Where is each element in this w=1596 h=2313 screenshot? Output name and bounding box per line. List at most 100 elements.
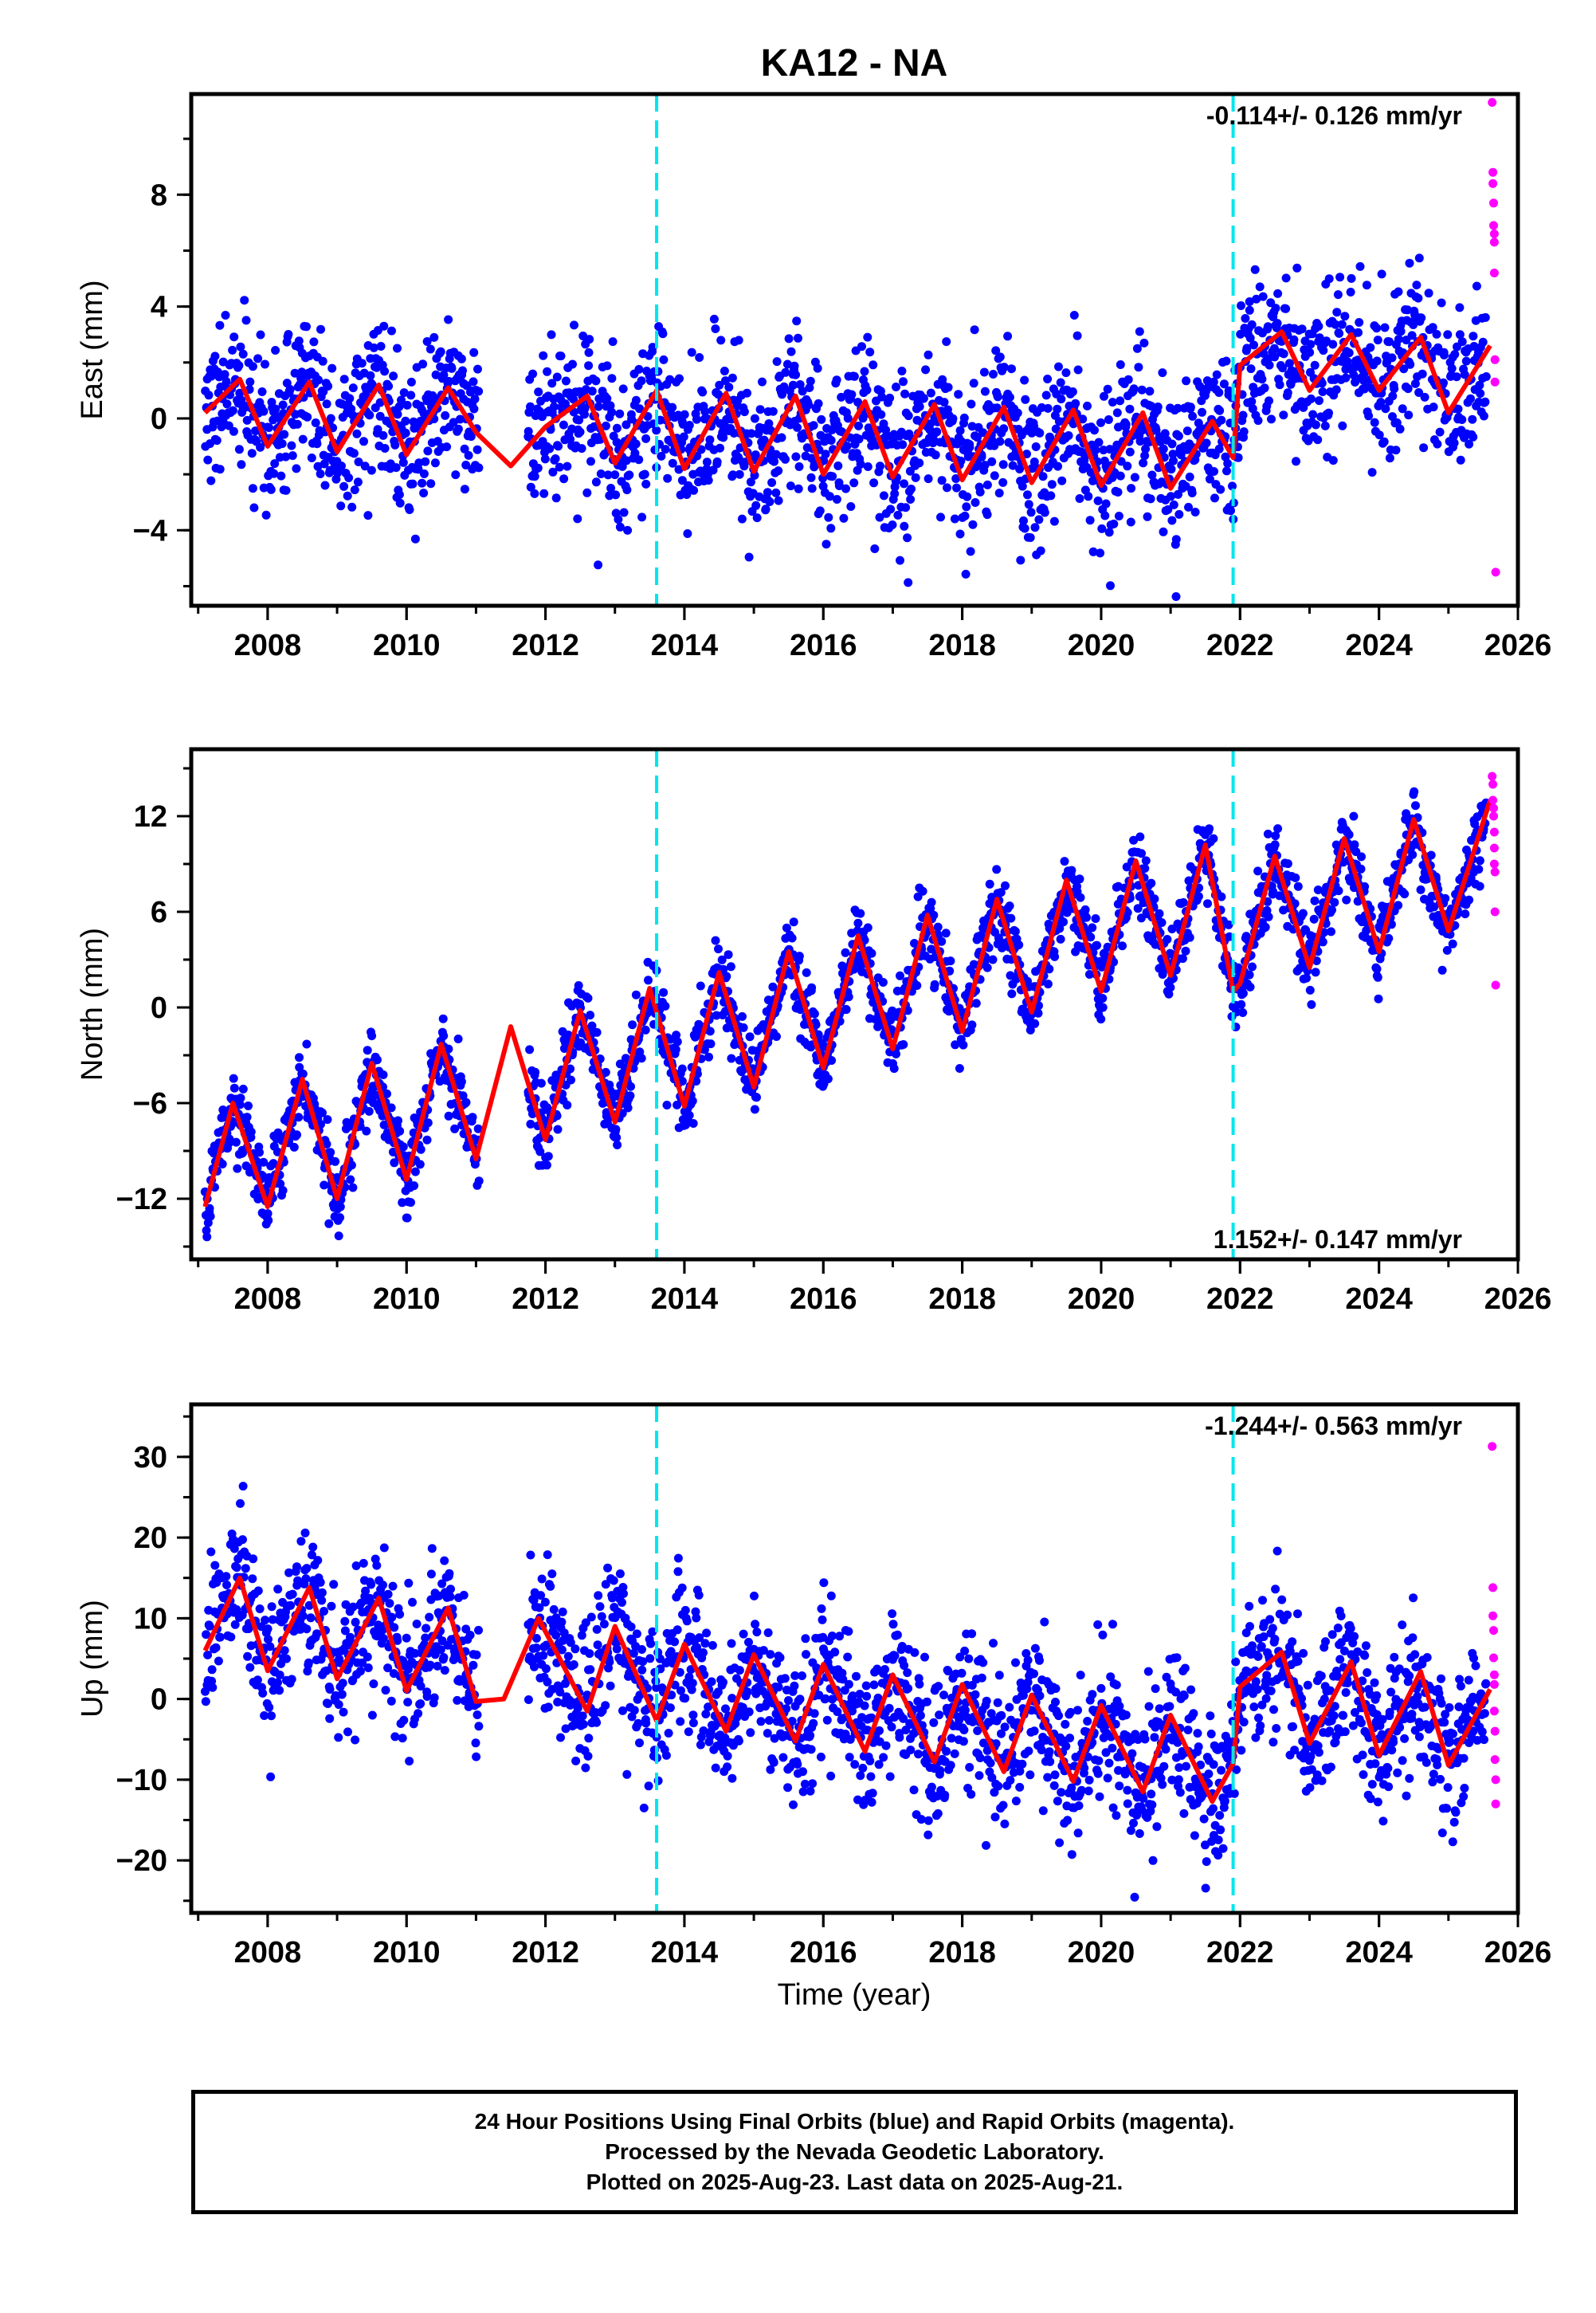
final-orbit-point	[1377, 269, 1386, 279]
final-orbit-point	[263, 1209, 273, 1219]
final-orbit-point	[453, 424, 463, 434]
final-orbit-point	[350, 485, 359, 495]
final-orbit-point	[369, 1679, 378, 1689]
final-orbit-point	[298, 1069, 308, 1078]
final-orbit-point	[1267, 414, 1276, 424]
final-orbit-point	[1219, 379, 1229, 389]
x-tick-label: 2014	[651, 629, 719, 662]
final-orbit-point	[367, 1580, 376, 1589]
final-orbit-point	[1238, 1008, 1248, 1017]
final-orbit-point	[474, 463, 484, 473]
final-orbit-point	[543, 1677, 552, 1687]
final-orbit-point	[1140, 451, 1150, 461]
final-orbit-point	[273, 1585, 283, 1594]
final-orbit-point	[403, 1698, 413, 1707]
final-orbit-point	[1024, 500, 1033, 509]
final-orbit-point	[442, 442, 452, 452]
final-orbit-point	[623, 525, 633, 535]
final-orbit-point	[269, 469, 279, 478]
final-orbit-point	[1186, 403, 1195, 412]
final-orbit-point	[1126, 517, 1135, 527]
final-orbit-point	[446, 1585, 455, 1594]
y-tick-label: 8	[151, 179, 167, 212]
final-orbit-point	[826, 524, 836, 533]
final-orbit-point	[1085, 516, 1095, 525]
final-orbit-point	[215, 465, 225, 474]
final-orbit-point	[266, 1772, 276, 1781]
final-orbit-point	[1169, 500, 1178, 509]
final-orbit-point	[1271, 831, 1280, 841]
final-orbit-point	[542, 1160, 551, 1170]
final-orbit-point	[969, 379, 978, 388]
final-orbit-point	[786, 481, 795, 491]
final-orbit-point	[380, 444, 390, 453]
final-orbit-point	[1049, 516, 1059, 526]
final-orbit-point	[436, 347, 445, 356]
final-orbit-point	[543, 1550, 552, 1560]
final-orbit-point	[1047, 480, 1057, 489]
final-orbit-point	[339, 481, 349, 491]
final-orbit-point	[395, 1126, 405, 1136]
final-orbit-point	[1022, 450, 1031, 459]
final-orbit-point	[204, 391, 214, 400]
final-orbit-point	[970, 325, 979, 335]
final-orbit-point	[1252, 294, 1261, 304]
final-orbit-point	[555, 1687, 565, 1697]
final-orbit-point	[716, 443, 724, 453]
final-orbit-point	[275, 1686, 284, 1695]
final-orbit-point	[1311, 420, 1320, 430]
final-orbit-point	[860, 367, 869, 376]
final-orbit-point	[659, 355, 669, 364]
final-orbit-point	[1016, 556, 1025, 565]
final-orbit-point	[422, 337, 432, 346]
final-orbit-point	[230, 1620, 240, 1629]
final-orbit-point	[962, 502, 971, 512]
final-orbit-point	[989, 370, 998, 379]
final-orbit-point	[1317, 379, 1327, 388]
final-orbit-point	[258, 1688, 268, 1698]
final-orbit-point	[613, 1141, 622, 1149]
final-orbit-point	[526, 1119, 535, 1129]
final-orbit-point	[668, 458, 677, 468]
final-orbit-point	[1344, 830, 1354, 839]
rapid-orbit-point	[1491, 567, 1500, 577]
final-orbit-point	[1461, 909, 1470, 919]
final-orbit-point	[625, 1091, 635, 1101]
final-orbit-point	[276, 471, 286, 481]
final-orbit-point	[1419, 443, 1429, 453]
final-orbit-point	[473, 364, 482, 374]
final-orbit-point	[234, 361, 244, 371]
final-orbit-point	[208, 1683, 218, 1692]
final-orbit-point	[273, 1678, 282, 1687]
final-orbit-point	[832, 495, 841, 504]
final-orbit-point	[1319, 346, 1328, 355]
final-orbit-point	[1353, 897, 1363, 906]
final-orbit-point	[982, 480, 992, 489]
final-orbit-point	[416, 1699, 425, 1708]
final-orbit-point	[739, 1023, 748, 1032]
final-orbit-point	[386, 1103, 396, 1113]
final-orbit-point	[238, 1149, 247, 1158]
final-orbit-point	[1194, 892, 1203, 901]
final-orbit-point	[545, 444, 555, 454]
final-orbit-point	[1103, 384, 1112, 394]
rapid-orbit-point	[1489, 827, 1499, 837]
final-orbit-point	[393, 1636, 402, 1645]
final-orbit-point	[453, 1035, 463, 1043]
final-orbit-point	[245, 1663, 255, 1672]
final-orbit-point	[203, 455, 213, 465]
final-orbit-point	[1127, 484, 1136, 493]
final-orbit-point	[1342, 895, 1351, 905]
final-orbit-point	[919, 394, 928, 403]
final-orbit-point	[546, 1581, 555, 1591]
final-orbit-point	[247, 449, 257, 458]
final-orbit-point	[528, 369, 538, 379]
final-orbit-point	[625, 470, 634, 480]
final-orbit-point	[945, 966, 955, 976]
final-orbit-point	[1394, 335, 1403, 344]
final-orbit-point	[1281, 304, 1291, 313]
final-orbit-point	[362, 1126, 371, 1136]
final-orbit-point	[673, 1037, 682, 1047]
final-orbit-point	[786, 347, 796, 356]
final-orbit-point	[383, 1663, 393, 1673]
